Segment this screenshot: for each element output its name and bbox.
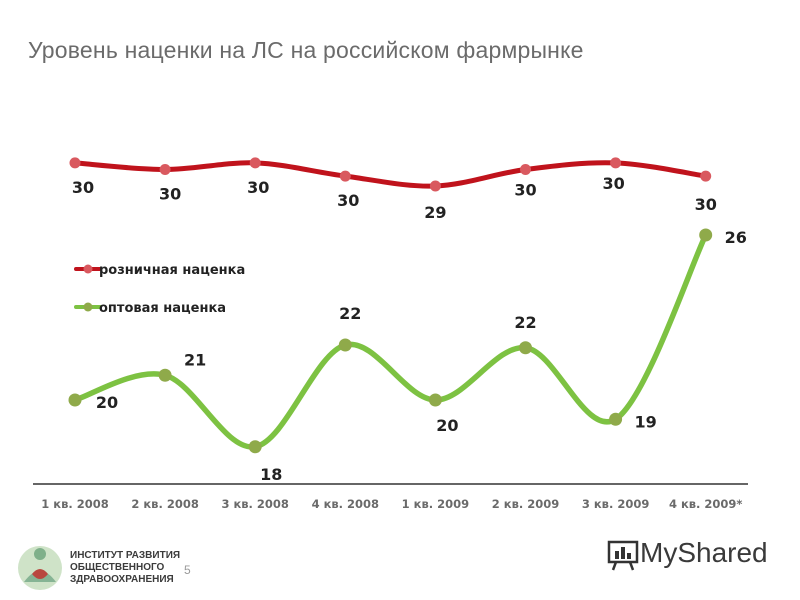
retail-data-label: 30	[72, 178, 94, 197]
retail-data-label: 30	[337, 191, 359, 210]
retail-data-label: 30	[159, 185, 181, 204]
x-tick-label: 2 кв. 2009	[492, 497, 559, 511]
retail-point	[520, 164, 531, 175]
x-tick-label: 4 кв. 2008	[312, 497, 379, 511]
institute-emblem-icon	[18, 546, 62, 590]
legend-label: оптовая наценка	[99, 301, 226, 316]
retail-point	[610, 157, 622, 169]
retail-point	[339, 170, 351, 182]
retail-markup-line	[72, 160, 709, 189]
wholesale-point	[609, 412, 623, 426]
logo-line-1: ИНСТИТУТ РАЗВИТИЯ	[70, 550, 181, 561]
logo-line-3: ЗДРАВООХРАНЕНИЯ	[70, 574, 174, 585]
chart-title: Уровень наценки на ЛС на российском фарм…	[28, 37, 584, 63]
wholesale-data-label: 26	[725, 228, 747, 247]
wholesale-data-label: 22	[514, 313, 536, 332]
retail-point	[700, 170, 712, 182]
retail-point	[249, 157, 261, 169]
wholesale-data-label: 19	[634, 412, 656, 431]
wholesale-point	[428, 393, 442, 407]
legend-swatch-marker	[83, 264, 93, 274]
institute-logo-text: ИНСТИТУТ РАЗВИТИЯ ОБЩЕСТВЕННОГО ЗДРАВООХ…	[70, 550, 180, 586]
logo-line-2: ОБЩЕСТВЕННОГО	[70, 562, 165, 573]
wholesale-point	[519, 341, 532, 355]
wholesale-data-label: 18	[260, 465, 282, 484]
retail-point	[429, 180, 441, 192]
wholesale-point	[68, 393, 82, 407]
retail-point	[159, 164, 171, 175]
wholesale-data-label: 22	[339, 304, 361, 323]
wholesale-point	[158, 368, 172, 382]
myshared-watermark: MyShared	[606, 537, 768, 572]
wholesale-data-label: 20	[436, 416, 458, 435]
x-tick-label: 1 кв. 2008	[41, 497, 108, 511]
x-tick-label: 3 кв. 2009	[582, 497, 649, 511]
retail-data-label: 30	[247, 178, 269, 197]
institute-logo	[14, 540, 214, 595]
retail-data-label: 30	[514, 181, 536, 200]
presentation-board-icon	[607, 540, 639, 571]
retail-data-label: 30	[695, 195, 717, 214]
x-tick-label: 3 кв. 2008	[221, 497, 288, 511]
wholesale-data-label: 21	[184, 350, 206, 369]
retail-data-label: 29	[424, 203, 446, 222]
legend-swatch-marker	[83, 302, 93, 312]
page-number: 5	[184, 563, 191, 577]
x-tick-label: 2 кв. 2008	[131, 497, 198, 511]
legend-label: розничная наценка	[99, 263, 245, 278]
x-tick-label: 4 кв. 2009*	[669, 497, 742, 511]
wholesale-data-label: 20	[96, 393, 118, 412]
wholesale-point	[338, 338, 352, 352]
retail-point	[69, 157, 81, 169]
wholesale-point	[248, 440, 262, 454]
watermark-text: MyShared	[640, 537, 768, 568]
retail-data-label: 30	[602, 174, 624, 193]
x-tick-label: 1 кв. 2009	[402, 497, 469, 511]
wholesale-point	[699, 228, 713, 242]
line-chart: 1 кв. 2008 2 кв. 2008 3 кв. 2008 4 кв. 2008…	[33, 157, 748, 511]
